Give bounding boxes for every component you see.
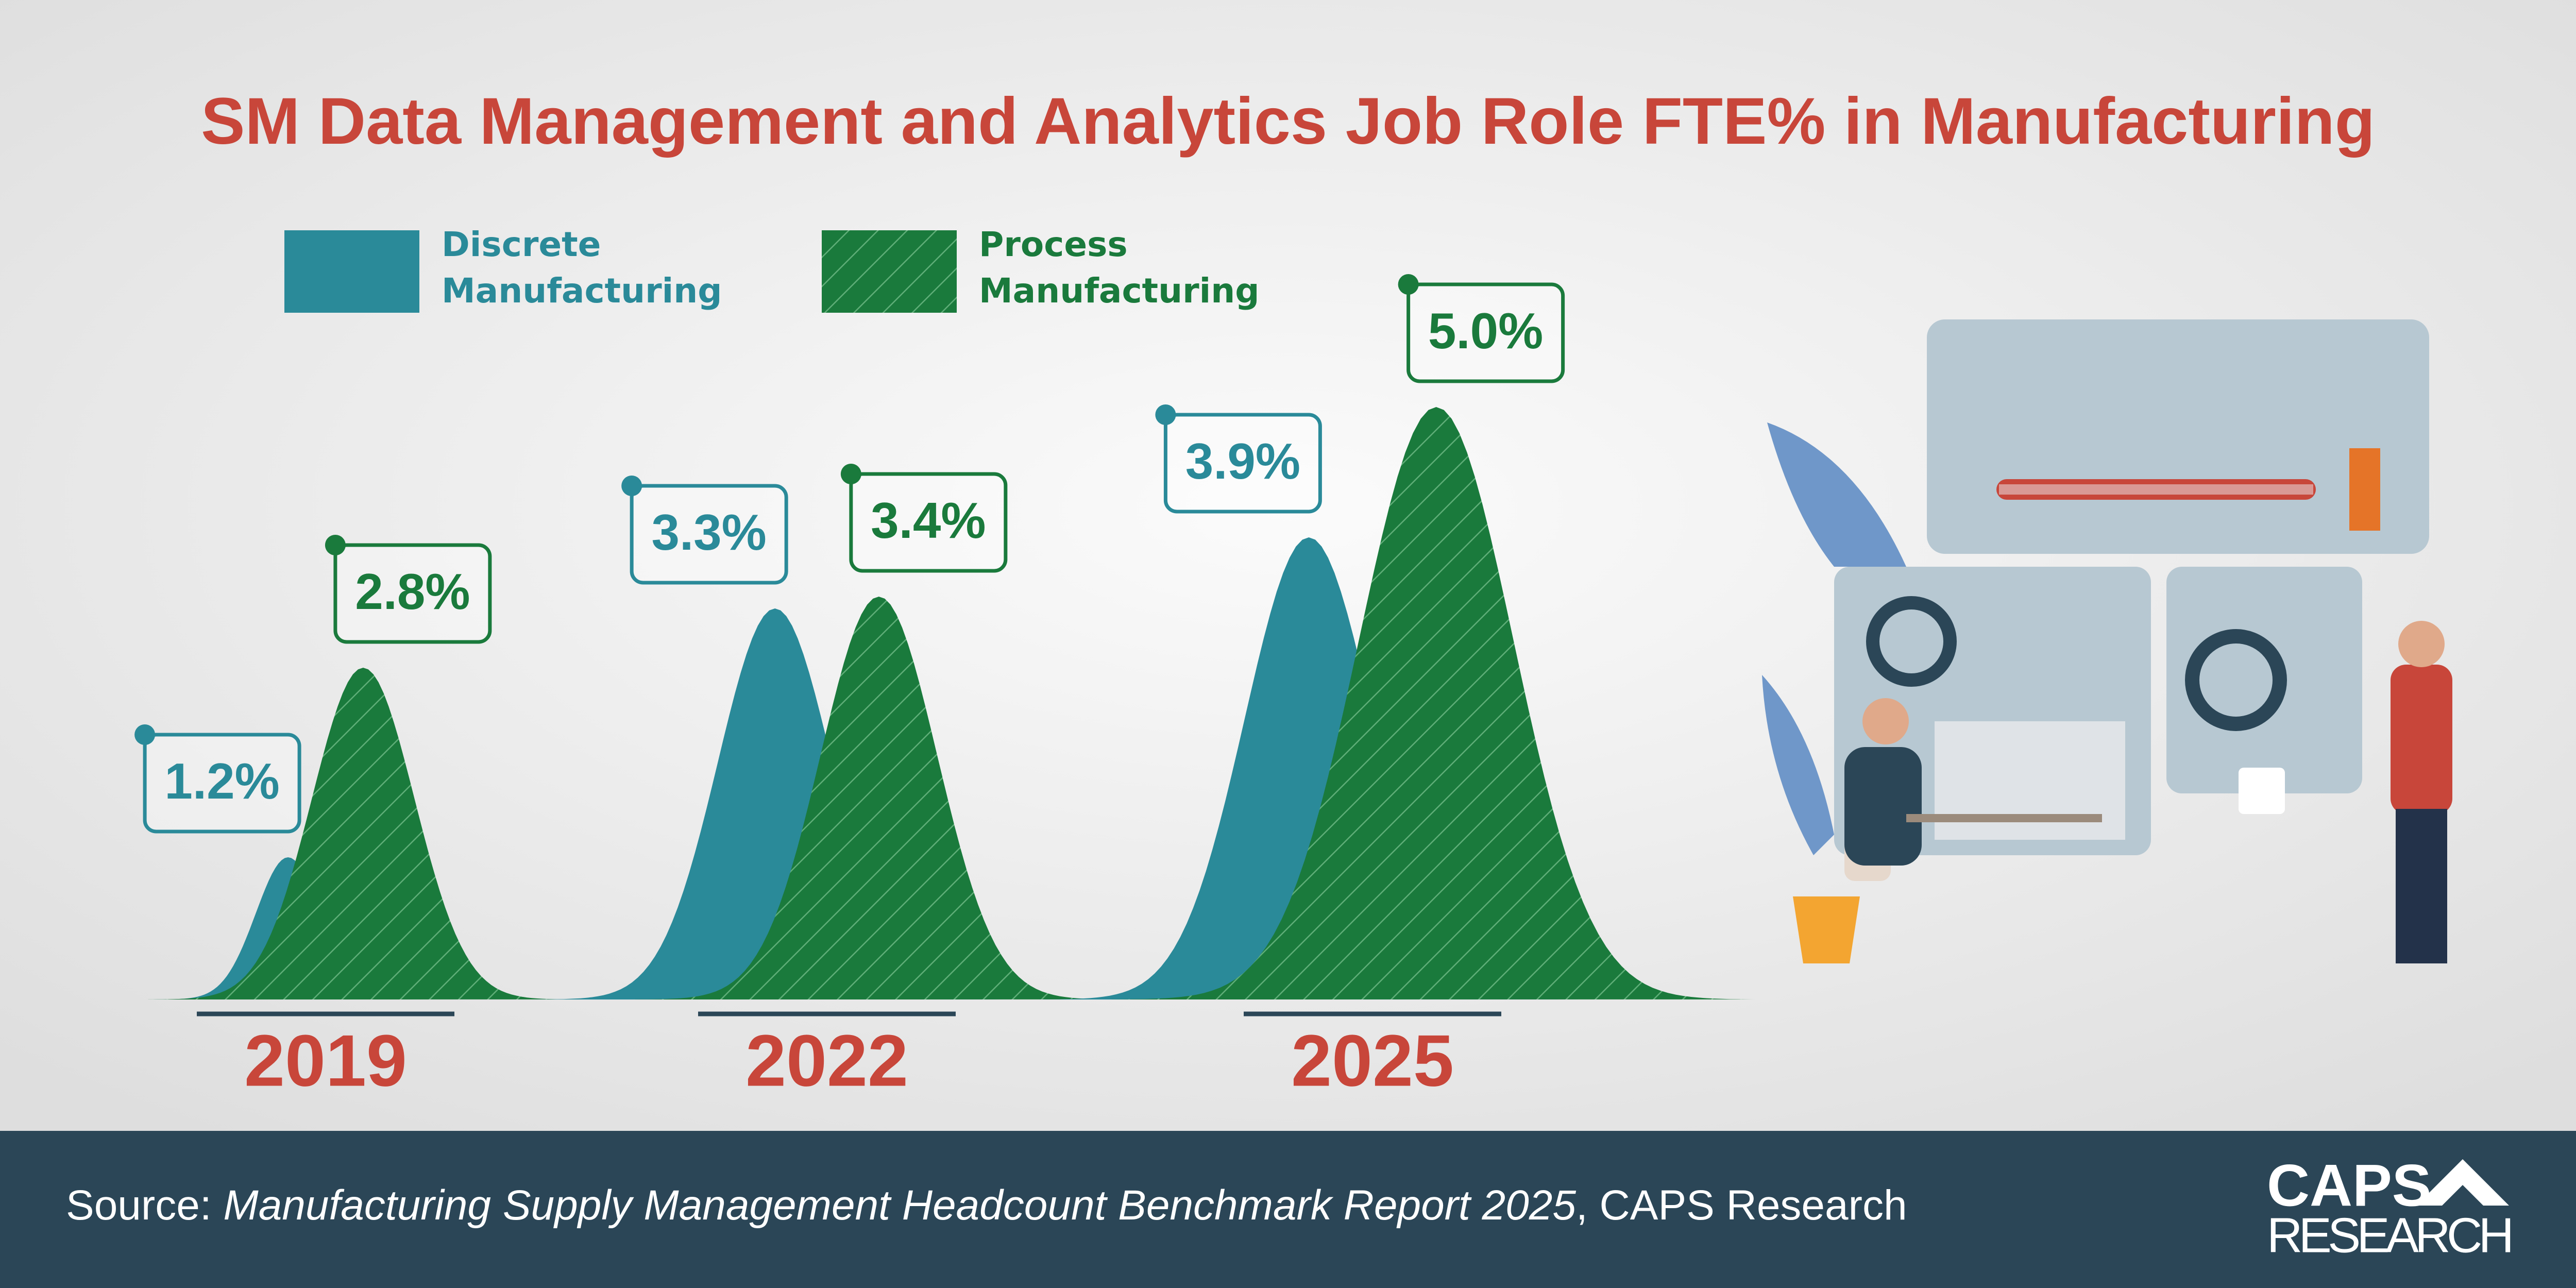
value-label-dot	[1398, 274, 1419, 295]
x-tick-label: 2019	[244, 1020, 407, 1102]
source: Source: Manufacturing Supply Management …	[66, 1182, 1907, 1229]
logo-line1: CAPS	[2267, 1153, 2432, 1218]
value-label: 2.8%	[355, 563, 470, 620]
value-label: 3.9%	[1185, 433, 1300, 489]
legend-label: Discrete Manufacturing	[442, 225, 722, 311]
value-label-box	[630, 484, 788, 585]
chart-title: SM Data Management and Analytics Job Rol…	[201, 84, 2375, 158]
value-label: 3.4%	[871, 492, 986, 549]
legend-swatch	[284, 230, 419, 313]
legend-entry: Process Manufacturing	[979, 225, 1260, 311]
value-label-box	[143, 733, 301, 834]
legend-entry: Discrete Manufacturing	[442, 225, 722, 311]
source-suffix: , CAPS Research	[1576, 1182, 1907, 1229]
value-label-box	[849, 472, 1008, 573]
value-label: 3.3%	[651, 504, 766, 561]
peak	[148, 668, 579, 999]
peak	[535, 608, 1015, 999]
value-label-dot	[325, 535, 346, 555]
legend-swatch	[822, 230, 957, 313]
source-title: Manufacturing Supply Management Headcoun…	[223, 1182, 1576, 1229]
footer	[0, 1131, 2576, 1288]
value-label-box	[333, 543, 492, 644]
x-tick-label: 2025	[1291, 1020, 1454, 1102]
value-label-dot	[621, 476, 642, 496]
peak	[1039, 537, 1579, 999]
value-label-dot	[1155, 404, 1176, 425]
value-label-box	[1163, 413, 1322, 514]
peak	[1111, 407, 1761, 999]
value-label-dot	[134, 724, 156, 745]
legend-label: Process Manufacturing	[979, 225, 1260, 311]
logo-mark	[2416, 1159, 2509, 1206]
x-tick-label: 2022	[745, 1020, 908, 1102]
logo-line2: RESEARCH	[2267, 1208, 2514, 1263]
value-label-dot	[840, 464, 861, 484]
value-label: 1.2%	[164, 753, 279, 809]
source-label: Source:	[66, 1182, 212, 1229]
value-label: 5.0%	[1428, 302, 1543, 359]
peak	[634, 597, 1124, 999]
value-label-box	[1406, 282, 1565, 383]
illustration	[1762, 319, 2452, 963]
